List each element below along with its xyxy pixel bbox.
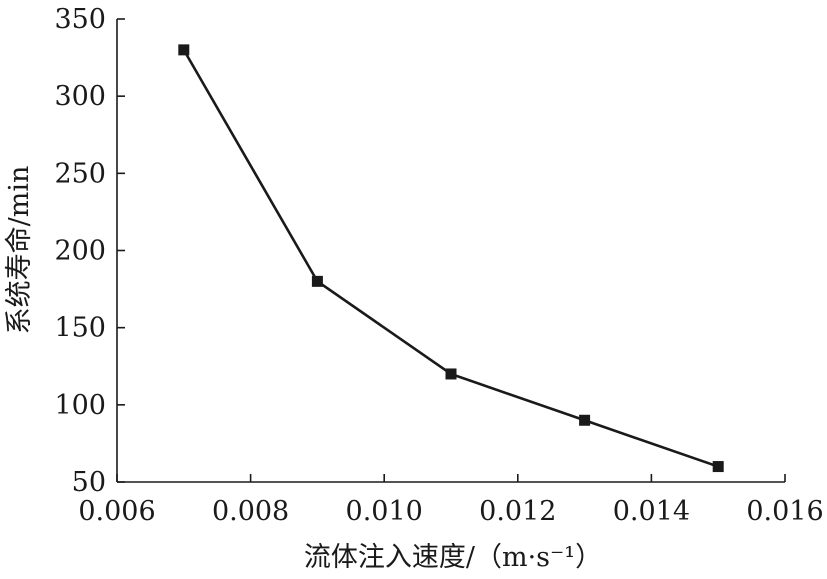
data-point-marker <box>178 44 190 56</box>
y-tick-label: 250 <box>54 158 106 189</box>
y-axis-ticks: 50 100 150 200 250 300 350 <box>54 4 125 498</box>
x-axis-title: 流体注入速度/（m·s⁻¹） <box>304 542 602 573</box>
y-axis-title: 系统寿命/min <box>4 166 35 335</box>
data-point-marker <box>712 461 724 473</box>
x-tick-label: 0.012 <box>479 496 556 527</box>
y-tick-label: 350 <box>54 4 106 35</box>
data-point-marker <box>445 368 457 380</box>
axes <box>116 19 785 483</box>
x-tick-label: 0.010 <box>346 496 423 527</box>
data-point-marker <box>579 414 591 426</box>
data-point-marker <box>311 275 323 287</box>
x-tick-label: 0.006 <box>78 496 155 527</box>
y-tick-label: 300 <box>54 81 106 112</box>
x-tick-label: 0.014 <box>613 496 690 527</box>
x-tick-label: 0.008 <box>212 496 289 527</box>
x-tick-label: 0.016 <box>746 496 823 527</box>
series-group <box>178 44 724 473</box>
series-line <box>182 49 719 468</box>
y-tick-label: 150 <box>54 313 106 344</box>
x-axis-ticks: 0.006 0.008 0.010 0.012 0.014 0.016 <box>78 474 824 527</box>
y-tick-label: 200 <box>54 236 106 267</box>
y-tick-label: 100 <box>54 390 106 421</box>
y-tick-label: 50 <box>72 467 106 498</box>
